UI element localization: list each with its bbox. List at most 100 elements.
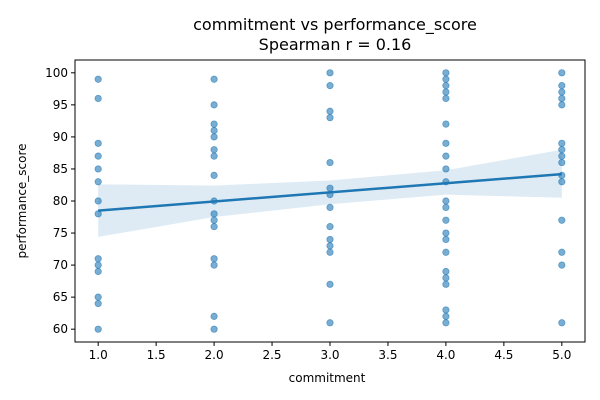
x-tick-label: 2.5 xyxy=(262,348,281,362)
data-point xyxy=(442,274,450,282)
data-point xyxy=(326,82,334,90)
x-tick-label: 1.5 xyxy=(147,348,166,362)
x-axis-ticks: 1.0 1.5 2.0 2.5 3.0 3.5 4.0 4.5 5.0 xyxy=(89,342,571,362)
data-point xyxy=(558,146,566,154)
y-tick-label: 90 xyxy=(53,130,68,144)
data-point xyxy=(94,139,102,147)
data-point xyxy=(326,319,334,327)
data-point xyxy=(94,152,102,160)
data-point xyxy=(442,235,450,244)
y-tick-label: 60 xyxy=(53,322,68,336)
data-point xyxy=(558,261,566,269)
data-point xyxy=(558,178,566,186)
data-point xyxy=(442,319,450,327)
data-point xyxy=(94,299,102,308)
data-point xyxy=(210,210,218,218)
data-point xyxy=(442,152,450,160)
data-point xyxy=(558,158,566,167)
data-point xyxy=(210,216,218,224)
data-point xyxy=(210,171,218,179)
y-tick-label: 75 xyxy=(53,226,68,240)
data-point xyxy=(326,114,334,122)
data-point xyxy=(210,261,218,269)
data-point xyxy=(442,248,450,256)
regression-line-layer xyxy=(98,172,562,212)
data-point xyxy=(442,88,450,96)
data-point xyxy=(442,69,450,77)
data-point xyxy=(94,94,102,103)
y-tick-label: 70 xyxy=(53,258,68,272)
y-tick-label: 80 xyxy=(53,194,68,208)
data-point xyxy=(94,293,102,301)
data-point xyxy=(442,216,450,224)
data-point xyxy=(210,120,218,128)
data-point xyxy=(210,75,218,83)
x-tick-label: 1.0 xyxy=(89,348,108,362)
data-point xyxy=(442,139,450,147)
data-point xyxy=(326,248,334,256)
x-tick-label: 5.0 xyxy=(552,348,571,362)
data-point xyxy=(210,223,218,231)
data-point xyxy=(442,280,450,288)
data-point xyxy=(558,248,566,256)
x-tick-label: 4.5 xyxy=(494,348,513,362)
y-axis-ticks: 60 65 70 75 80 85 90 95 100 xyxy=(45,66,75,336)
data-point xyxy=(558,152,566,160)
x-tick-label: 3.5 xyxy=(378,348,397,362)
data-point xyxy=(558,216,566,224)
y-tick-label: 85 xyxy=(53,162,68,176)
chart-subtitle: Spearman r = 0.16 xyxy=(259,35,412,54)
data-point xyxy=(558,82,566,90)
data-point xyxy=(326,203,334,212)
data-point xyxy=(210,146,218,154)
data-point xyxy=(558,139,566,147)
data-point xyxy=(210,325,218,333)
regression-line xyxy=(98,172,562,212)
data-point xyxy=(442,120,450,128)
data-point xyxy=(442,267,450,276)
data-point xyxy=(442,94,450,103)
data-point xyxy=(94,165,102,173)
x-tick-label: 2.0 xyxy=(205,348,224,362)
data-point xyxy=(94,267,102,276)
data-point xyxy=(442,82,450,90)
y-tick-label: 65 xyxy=(53,290,68,304)
data-point xyxy=(558,101,566,109)
data-point xyxy=(210,152,218,160)
data-point xyxy=(558,319,566,327)
data-point xyxy=(326,158,334,167)
data-point xyxy=(442,197,450,205)
data-point xyxy=(210,255,218,263)
data-point xyxy=(442,165,450,173)
y-tick-label: 95 xyxy=(53,98,68,112)
data-point xyxy=(94,255,102,263)
data-point xyxy=(94,325,102,333)
data-point xyxy=(94,75,102,83)
data-point xyxy=(326,184,334,192)
data-point xyxy=(326,223,334,231)
y-axis-label: performance_score xyxy=(15,143,29,258)
data-point xyxy=(442,203,450,212)
points-layer xyxy=(94,69,566,333)
data-point xyxy=(94,210,102,218)
data-point xyxy=(94,178,102,186)
x-tick-label: 3.0 xyxy=(320,348,339,362)
data-point xyxy=(94,197,102,205)
data-point xyxy=(442,312,450,320)
y-tick-label: 100 xyxy=(45,66,68,80)
data-point xyxy=(210,312,218,320)
x-axis-label: commitment xyxy=(289,371,366,385)
data-point xyxy=(326,242,334,250)
data-point xyxy=(326,107,334,115)
data-point xyxy=(442,229,450,237)
data-point xyxy=(326,280,334,288)
data-point xyxy=(210,133,218,141)
data-point xyxy=(558,88,566,96)
chart-title: commitment vs performance_score xyxy=(193,15,477,35)
data-point xyxy=(558,94,566,103)
data-point xyxy=(210,126,218,135)
x-tick-label: 4.0 xyxy=(436,348,455,362)
data-point xyxy=(326,235,334,244)
